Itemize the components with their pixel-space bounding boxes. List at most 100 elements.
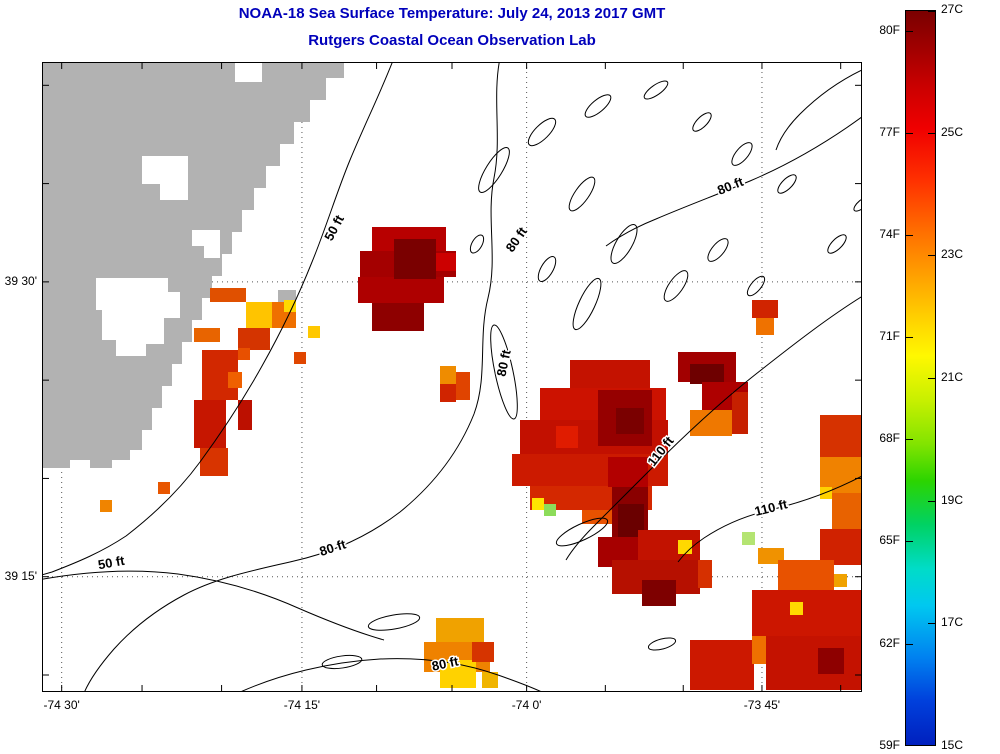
colorbar-label-celsius: 23C [941, 247, 964, 262]
bathymetry-contour-island [469, 234, 485, 254]
contour-depth-label: 80 ft [493, 348, 513, 378]
sst-cell [820, 415, 862, 457]
bathymetry-contour-island [643, 80, 669, 100]
colorbar-tick [906, 132, 913, 134]
bathymetry-contour [42, 62, 393, 576]
sst-cell [456, 372, 470, 400]
bathymetry-contour-island [367, 613, 421, 631]
colorbar-tick [928, 255, 935, 257]
colorbar-label-fahrenheit: 62F [879, 635, 900, 650]
sst-cell [752, 300, 778, 318]
sst-cell [758, 548, 784, 564]
bathymetry-contour-island [572, 277, 602, 331]
sst-cell [210, 288, 246, 302]
bathymetry-contour [239, 658, 543, 692]
sst-cell [308, 326, 320, 338]
colorbar-tick [928, 11, 935, 12]
contour-depth-label: 80 ft [430, 653, 460, 673]
colorbar-label-fahrenheit: 74F [879, 227, 900, 242]
sst-cell [608, 457, 648, 487]
sst-cell [238, 400, 252, 430]
bathymetry-contour [565, 295, 862, 561]
sst-cell [642, 580, 676, 606]
colorbar-tick [906, 336, 913, 338]
colorbar-tick [906, 439, 913, 441]
sst-cell [678, 540, 692, 554]
bathymetry-contour-island [692, 112, 712, 132]
x-axis-label: -73 45' [743, 698, 781, 712]
sst-cell [194, 400, 226, 448]
sst-cell [818, 648, 844, 674]
sst-cell [690, 640, 754, 690]
sst-cell [358, 277, 444, 303]
bathymetry-contour [775, 69, 862, 151]
y-axis-label: 39 15' [4, 568, 37, 583]
sst-cell [820, 529, 862, 565]
bay-water [142, 156, 188, 200]
bathymetry-contour-island [568, 176, 596, 212]
x-axis: -74 30' -74 15' -74 0' -73 45' [0, 698, 1000, 716]
sst-cell [228, 372, 242, 388]
sst-cell [742, 532, 755, 545]
colorbar-tick [906, 745, 913, 746]
sst-cell [698, 560, 712, 588]
sst-cell [100, 500, 112, 512]
map-plot: 50 ft 50 ft 80 ft 80 ft 80 ft 80 ft 80 ft 110 f… [42, 62, 862, 692]
sst-cell [246, 302, 272, 328]
bathymetry-contour [605, 116, 862, 247]
colorbar-tick [928, 378, 935, 379]
colorbar-label-fahrenheit: 71F [879, 328, 900, 343]
sst-cell [732, 392, 748, 434]
sst-cell [158, 482, 170, 494]
colorbar-label-celsius: 17C [941, 615, 964, 630]
bathymetry-contour [83, 62, 500, 692]
bathymetry-contour-island [490, 324, 518, 420]
y-axis: 39 30' 39 15' [0, 0, 40, 754]
sst-cell [472, 642, 494, 662]
colorbar-label-fahrenheit: 59F [879, 738, 900, 752]
colorbar-label-fahrenheit: 68F [879, 431, 900, 446]
sst-cell [544, 504, 556, 516]
x-axis-label: -74 15' [283, 698, 321, 712]
sst-cell [766, 636, 862, 690]
sst-cell [616, 408, 644, 434]
bathymetry-contour-island [647, 637, 677, 651]
colorbar-fahrenheit-labels: 80F 77F 74F 71F 68F 65F 62F 59F [850, 0, 900, 754]
bathymetry-contour-island [827, 234, 847, 254]
sst-cell [294, 352, 306, 364]
colorbar-tick [906, 541, 913, 543]
plot-border [42, 62, 862, 692]
colorbar-tick [928, 623, 935, 625]
colorbar-tick [928, 745, 935, 746]
bathymetry-contour [42, 570, 385, 641]
sst-cell [832, 493, 862, 529]
bay-water [192, 230, 220, 258]
x-axis-label: -74 30' [43, 698, 80, 712]
sst-cell [394, 239, 436, 279]
sst-cell [194, 328, 220, 342]
contour-depth-label: 50 ft [97, 553, 127, 573]
bathymetry-contour-island [610, 224, 638, 264]
bathymetry-contour-island [663, 270, 689, 302]
sst-cell [690, 364, 724, 384]
sst-cell [778, 560, 834, 590]
bathymetry-contour-island [584, 94, 612, 118]
colorbar-label-celsius: 19C [941, 492, 964, 507]
colorbar-label-celsius: 25C [941, 124, 964, 139]
colorbar-label-fahrenheit: 65F [879, 533, 900, 548]
colorbar-tick [928, 132, 935, 134]
sst-cell [532, 498, 544, 510]
colorbar-tick [928, 500, 935, 502]
colorbar-label-fahrenheit: 77F [879, 124, 900, 139]
bathymetry-contour-island [731, 142, 753, 166]
land-area [42, 62, 344, 468]
sst-cell [284, 300, 296, 312]
sst-cell [436, 618, 484, 642]
bathymetry-contour-island [537, 256, 557, 282]
sst-cell [238, 328, 270, 350]
sst-cell [752, 590, 862, 636]
colorbar-label-celsius: 27C [941, 2, 964, 16]
bathymetry-contour-island [555, 517, 609, 547]
sst-cell [690, 410, 732, 436]
